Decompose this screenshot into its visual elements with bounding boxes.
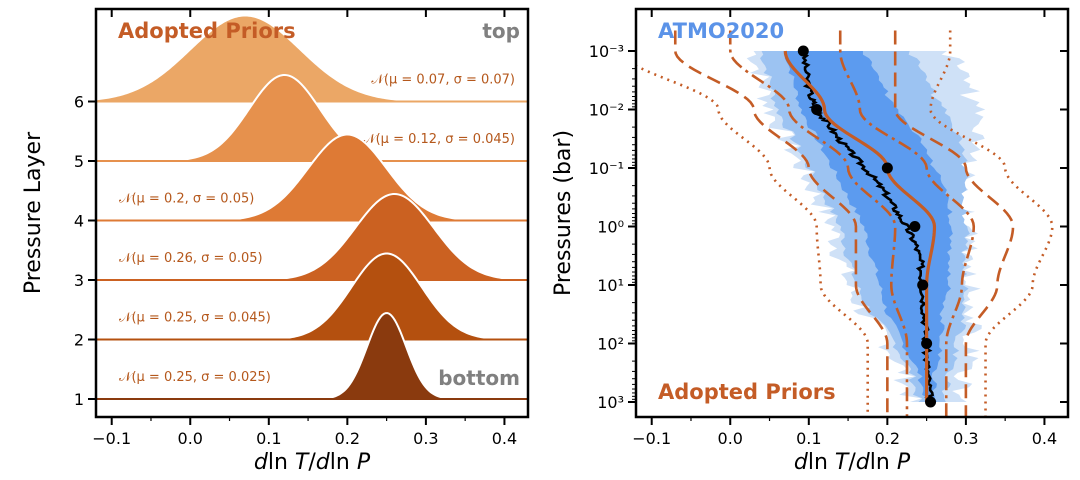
left-bottom-label: bottom <box>438 366 520 390</box>
y-tick-label: 5 <box>74 152 84 171</box>
prior-layer-1: 𝒩(μ = 0.25, σ = 0.025) <box>96 312 528 400</box>
x-tick-label: 0.0 <box>718 429 743 448</box>
y-tick-label: 10³ <box>597 393 624 412</box>
y-tick-label: 10⁻¹ <box>589 159 624 178</box>
atmo-node-point <box>797 45 809 57</box>
prior-density-fill <box>96 194 528 280</box>
prior-3sigma-low <box>636 64 870 417</box>
y-tick-label: 10² <box>597 335 624 354</box>
atmo-band-inner <box>784 51 953 402</box>
left-top-label: top <box>482 19 520 43</box>
x-tick-label: 0.2 <box>875 429 900 448</box>
prior-distribution-label: 𝒩(μ = 0.26, σ = 0.05) <box>119 251 263 266</box>
prior-density-fill <box>96 253 528 340</box>
prior-layers: 𝒩(μ = 0.07, σ = 0.07) 𝒩(μ = 0.12, σ = 0.0… <box>95 14 529 400</box>
atmo-node-point <box>917 279 929 291</box>
right-panel-profiles: −0.1 0.0 0.1 0.2 0.3 0.4 10⁻³10⁻²10⁻¹10⁰10¹10… <box>551 7 1070 475</box>
y-tick-label: 10⁰ <box>597 218 624 237</box>
atmo-median <box>783 45 937 408</box>
prior-1sigma-low <box>728 30 909 417</box>
y-tick-label: 4 <box>74 212 84 231</box>
prior-lines <box>636 30 1054 417</box>
prior-distribution-label: 𝒩(μ = 0.25, σ = 0.045) <box>119 311 271 326</box>
x-tick-label: 0.3 <box>413 429 438 448</box>
x-tick-label: 0.1 <box>256 429 281 448</box>
left-axes-frame <box>94 7 530 419</box>
y-tick-label: 3 <box>74 271 84 290</box>
right-axes-frame <box>634 7 1070 419</box>
atmo-node-point <box>909 221 921 232</box>
atmo-node-point <box>881 162 893 174</box>
prior-distribution-label: 𝒩(μ = 0.2, σ = 0.05) <box>119 192 254 207</box>
prior-distribution-label: 𝒩(μ = 0.25, σ = 0.025) <box>119 370 271 385</box>
y-tick-label: 6 <box>74 93 84 112</box>
prior-density-fill <box>96 75 528 161</box>
prior-layer-2: 𝒩(μ = 0.25, σ = 0.045) <box>96 252 529 341</box>
x-tick-label: 0.1 <box>796 429 821 448</box>
y-tick-label: 10⁻³ <box>589 42 624 61</box>
left-title: Adopted Priors <box>118 19 296 43</box>
left-x-axis-label: dln T/dln P <box>254 450 371 475</box>
atmo-node-point <box>811 104 823 115</box>
atmo-node-point <box>921 338 933 349</box>
atmo-bands <box>746 51 986 402</box>
right-x-ticks: −0.1 0.0 0.1 0.2 0.3 0.4 <box>632 9 1057 448</box>
y-tick-label: 10⁻² <box>589 101 624 120</box>
x-tick-label: 0.2 <box>335 429 360 448</box>
x-tick-label: −0.1 <box>632 429 671 448</box>
prior-distribution-label: 𝒩(μ = 0.12, σ = 0.045) <box>363 132 515 147</box>
prior-density-fill <box>96 134 528 221</box>
left-y-ticks: 1 2 3 4 5 6 <box>74 93 96 409</box>
x-tick-label: 0.4 <box>1032 429 1057 448</box>
prior-layer-4: 𝒩(μ = 0.2, σ = 0.05) <box>96 133 528 222</box>
atmo-node-point <box>925 396 937 408</box>
prior-layer-3: 𝒩(μ = 0.26, σ = 0.05) <box>96 192 529 281</box>
x-tick-label: −0.1 <box>92 429 131 448</box>
priors-label: Adopted Priors <box>658 380 836 404</box>
left-x-ticks: −0.1 0.0 0.1 0.2 0.3 0.4 <box>92 9 517 448</box>
prior-1sigma-high <box>838 30 976 417</box>
prior-2sigma-low <box>673 30 889 417</box>
left-y-axis-label: Pressure Layer <box>21 131 46 294</box>
right-y-ticks: 10⁻³ 10⁻² 10⁻¹ 10⁰ 10¹ 10² 10³ <box>589 42 1068 412</box>
prior-distribution-label: 𝒩(μ = 0.07, σ = 0.07) <box>371 73 515 88</box>
y-tick-label: 2 <box>74 331 84 350</box>
y-tick-label: 10¹ <box>597 276 624 295</box>
right-y-axis-label: Pressures (bar) <box>551 130 576 296</box>
x-tick-label: 0.4 <box>492 429 517 448</box>
y-tick-label: 1 <box>74 390 84 409</box>
right-x-axis-label: dln T/dln P <box>794 450 911 475</box>
x-tick-label: 0.0 <box>178 429 203 448</box>
x-tick-label: 0.3 <box>953 429 978 448</box>
prior-2sigma-high <box>893 30 1015 417</box>
atmo-label: ATMO2020 <box>658 19 784 43</box>
prior-layer-5: 𝒩(μ = 0.12, σ = 0.045) <box>96 74 528 162</box>
left-panel-priors: 𝒩(μ = 0.07, σ = 0.07) 𝒩(μ = 0.12, σ = 0.0… <box>21 7 530 475</box>
